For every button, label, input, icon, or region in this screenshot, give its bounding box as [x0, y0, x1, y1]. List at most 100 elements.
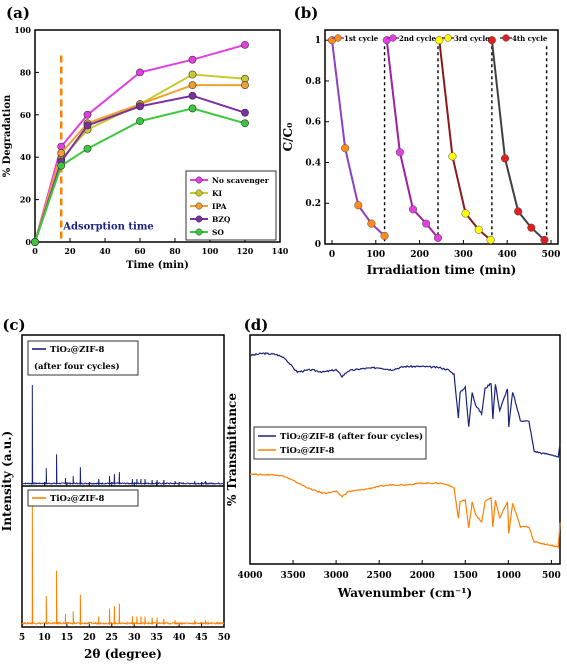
x-tick-label: 60: [134, 246, 146, 256]
legend-entry: BZQ: [212, 215, 231, 224]
panel-label: (d): [244, 316, 269, 334]
data-point: [136, 68, 144, 77]
x-tick-label: 2500: [367, 571, 392, 581]
y-axis-label: C/C₀: [281, 123, 295, 152]
legend-marker: [195, 189, 203, 197]
legend-marker: [444, 34, 452, 42]
x-tick-label: 3000: [324, 571, 349, 581]
data-point: [241, 40, 249, 49]
data-point: [395, 148, 404, 157]
plot-frame: [34, 29, 281, 243]
y-axis-label: % Degradation: [2, 94, 13, 177]
x-axis-label: 2θ (degree): [84, 647, 162, 661]
series-line: [34, 43, 246, 243]
plot-frame: [21, 334, 225, 628]
x-axis-label: Time (min): [126, 260, 189, 271]
data-point: [486, 235, 495, 244]
data-point: [188, 81, 197, 90]
legend-entry: 4th cycle: [512, 34, 548, 43]
x-tick-label: 20: [83, 633, 96, 643]
legend-marker: [195, 215, 203, 223]
xrd-pattern: [21, 496, 225, 626]
x-tick-label: 40: [99, 246, 111, 256]
legend-entry: KI: [212, 189, 223, 198]
legend-entry: IPA: [212, 202, 227, 211]
x-tick-label: 35: [150, 633, 163, 643]
x-tick-label: 1000: [496, 571, 521, 581]
data-point: [241, 119, 249, 128]
series-line: [34, 84, 245, 243]
x-tick-label: 40: [173, 633, 186, 643]
x-tick-label: 1500: [453, 571, 478, 581]
data-point: [83, 121, 92, 130]
x-tick-label: 80: [169, 246, 181, 256]
x-tick-label: 500: [542, 250, 561, 260]
data-point: [500, 154, 510, 163]
legend-marker: [195, 176, 203, 184]
ftir-spectrum: [249, 352, 561, 458]
x-tick-label: 4000: [237, 571, 262, 581]
y-tick-label: 0.8: [305, 77, 321, 87]
x-tick-label: 25: [106, 633, 119, 643]
data-point: [341, 144, 350, 153]
legend-marker: [334, 34, 342, 42]
y-tick-label: 1: [315, 36, 321, 46]
data-point: [540, 235, 549, 244]
series-line: [34, 94, 246, 243]
y-tick-label: 0: [315, 240, 321, 250]
x-tick-label: 15: [61, 633, 74, 643]
x-axis-label: Wavenumber (cm⁻¹): [337, 586, 472, 600]
data-point: [380, 231, 389, 240]
adsorption-annotation: Adsorption time: [62, 221, 154, 232]
panel-label: (a): [6, 4, 30, 22]
data-point: [514, 207, 523, 216]
data-point: [188, 55, 197, 64]
panel-b: (b) 0 100 200 300 400 500 0 0.2 0.4 0.6 0.8 1 Irradia…: [281, 4, 560, 277]
x-tick-label: 10: [38, 633, 51, 643]
data-point: [461, 209, 470, 218]
legend-entry: TiO₂@ZIF-8 (after four cycles): [280, 431, 423, 442]
x-tick-label: 0: [32, 246, 38, 256]
y-tick-label: 0: [25, 237, 31, 247]
data-point: [367, 219, 376, 228]
y-axis-label: % Transmittance: [225, 393, 239, 506]
data-point: [136, 102, 144, 111]
legend-entry: TiO₂@ZIF-8: [50, 494, 105, 504]
data-point: [241, 81, 249, 90]
x-tick-label: 5: [19, 633, 25, 643]
x-tick-label: 140: [272, 246, 289, 256]
x-tick-label: 2000: [410, 571, 435, 581]
legend-box: [27, 489, 139, 507]
legend-entry: 2nd cycle: [399, 34, 437, 43]
x-tick-label: 3500: [281, 571, 306, 581]
data-point: [354, 201, 363, 210]
x-tick-label: 0: [329, 250, 335, 260]
x-tick-label: 100: [202, 246, 219, 256]
data-point: [527, 223, 536, 232]
x-tick-label: 400: [498, 250, 517, 260]
data-point: [435, 36, 444, 45]
series-line: [34, 107, 246, 243]
legend-entry: 1st cycle: [344, 34, 379, 43]
x-tick-label: 120: [237, 246, 254, 256]
data-point: [474, 225, 483, 234]
data-point: [136, 117, 144, 126]
data-point: [83, 144, 92, 153]
xrd-pattern: [21, 384, 225, 486]
y-tick-label: 60: [20, 110, 32, 120]
x-tick-label: 45: [195, 633, 208, 643]
y-tick-label: 0.2: [305, 199, 321, 209]
plot-frame: [249, 334, 561, 565]
x-axis-label: Irradiation time (min): [367, 263, 517, 277]
panel-c: (c) 5 10 15 20 25 30 35 40 45 50 2θ (degree) Intensi…: [0, 316, 230, 661]
y-tick-label: 0.4: [305, 158, 321, 168]
legend-marker: [195, 202, 203, 210]
y-tick-label: 80: [20, 67, 32, 77]
y-tick-label: 100: [14, 25, 31, 35]
data-point: [31, 238, 39, 246]
legend-entry-continued: (after four cycles): [34, 361, 120, 372]
x-tick-label: 500: [542, 571, 561, 581]
legend-marker: [502, 34, 510, 42]
legend-box: [27, 340, 139, 376]
